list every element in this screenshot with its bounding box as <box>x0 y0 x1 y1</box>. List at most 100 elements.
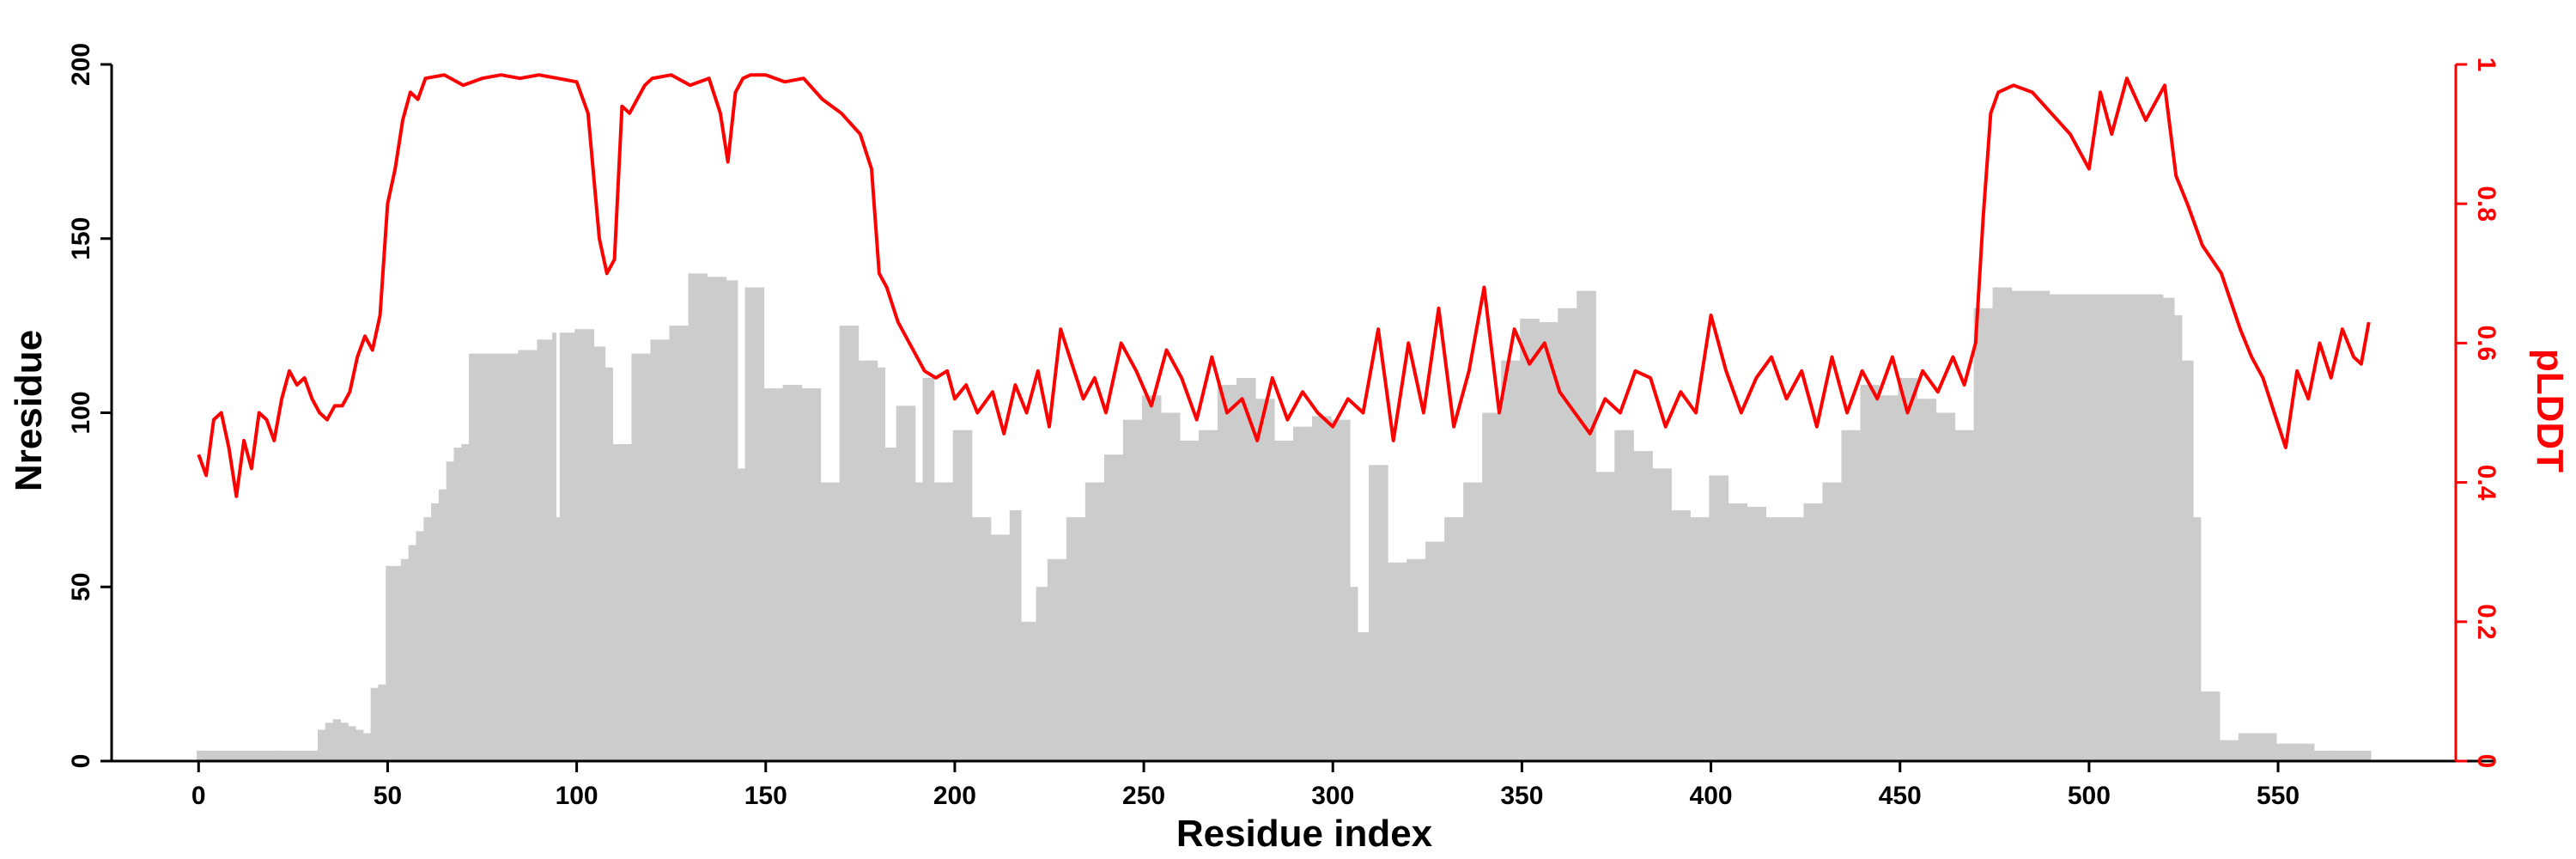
bar <box>521 350 526 761</box>
bar <box>1618 430 1623 761</box>
bar <box>1100 482 1105 761</box>
bar <box>1078 517 1083 761</box>
bar <box>1965 430 1971 761</box>
bar <box>1369 465 1374 761</box>
bar <box>2098 294 2103 761</box>
bar <box>1474 482 1479 761</box>
bar <box>1819 503 1824 761</box>
bar <box>1327 416 1332 761</box>
bar <box>658 339 663 761</box>
bar <box>279 750 284 761</box>
bar <box>1482 412 1487 761</box>
bar <box>628 444 633 761</box>
bar <box>1024 621 1030 761</box>
bar <box>957 430 962 761</box>
bar <box>1478 482 1483 761</box>
bar <box>1849 430 1854 761</box>
bar <box>665 339 671 761</box>
bar <box>775 388 780 761</box>
bar <box>729 280 734 761</box>
bar <box>1005 534 1011 761</box>
bar <box>582 329 587 761</box>
bar <box>1712 475 1717 761</box>
bar <box>2242 733 2247 761</box>
bar <box>590 329 595 761</box>
bar <box>540 339 545 761</box>
bar <box>1996 287 2002 761</box>
bar <box>1202 430 1207 761</box>
bar <box>2045 290 2050 761</box>
bar <box>2227 740 2232 761</box>
bar <box>2072 294 2077 761</box>
bar <box>888 448 893 761</box>
bar <box>2060 294 2065 761</box>
bar <box>2015 290 2020 761</box>
x-tick-label: 450 <box>1879 782 1922 810</box>
bar <box>786 385 791 761</box>
bar <box>1723 475 1728 761</box>
bar <box>1130 419 1135 761</box>
bar <box>1954 430 1959 761</box>
bar <box>2105 294 2111 761</box>
x-axis-title: Residue index <box>1176 813 1433 855</box>
y-left-tick-label: 0 <box>67 754 95 769</box>
bar <box>2079 294 2084 761</box>
bar <box>1051 558 1056 761</box>
bar <box>537 339 542 761</box>
bar <box>847 326 852 762</box>
bar <box>1444 517 1449 761</box>
bar <box>2129 294 2134 761</box>
bar <box>1221 385 1226 761</box>
bar <box>798 385 803 761</box>
bar <box>1070 517 1075 761</box>
bar <box>2091 294 2096 761</box>
bar <box>933 482 939 761</box>
bar <box>2083 294 2088 761</box>
bar <box>567 332 572 761</box>
bar <box>313 750 319 761</box>
bar <box>306 750 311 761</box>
bar <box>1243 377 1249 761</box>
bar <box>1504 360 1510 761</box>
bar <box>896 405 901 761</box>
bar <box>839 326 844 762</box>
bar <box>1262 399 1267 761</box>
x-tick-label: 150 <box>744 782 787 810</box>
bar <box>1811 503 1816 761</box>
bar <box>998 534 1003 761</box>
bar <box>1323 416 1328 761</box>
bar <box>1879 395 1884 761</box>
bar <box>1830 482 1835 761</box>
bar <box>684 326 690 762</box>
bar <box>469 353 474 761</box>
bar <box>529 350 534 761</box>
bar <box>2022 290 2027 761</box>
bar <box>1629 430 1634 761</box>
bar <box>1731 503 1736 761</box>
bar <box>1981 308 1986 762</box>
bar <box>2166 297 2172 761</box>
bar <box>1304 426 1309 761</box>
y-right-tick-label: 0.2 <box>2472 604 2500 640</box>
bar <box>1841 430 1846 761</box>
bar <box>1516 360 1521 761</box>
bar <box>2053 294 2058 761</box>
bar <box>653 339 659 761</box>
bar <box>1312 416 1317 761</box>
bar <box>2294 743 2300 761</box>
bar <box>952 430 957 761</box>
bar <box>601 346 606 761</box>
bar <box>219 750 224 761</box>
x-tick-label: 550 <box>2257 782 2300 810</box>
bar <box>1531 319 1536 761</box>
y-right-tick-label: 0.6 <box>2472 326 2500 362</box>
bar <box>2192 517 2197 761</box>
bar <box>1001 534 1006 761</box>
bar <box>1679 510 1684 761</box>
bar <box>211 750 216 761</box>
bar <box>386 565 391 761</box>
bar <box>570 332 575 761</box>
bar <box>499 353 504 761</box>
bar <box>340 722 345 761</box>
bar <box>990 534 995 761</box>
